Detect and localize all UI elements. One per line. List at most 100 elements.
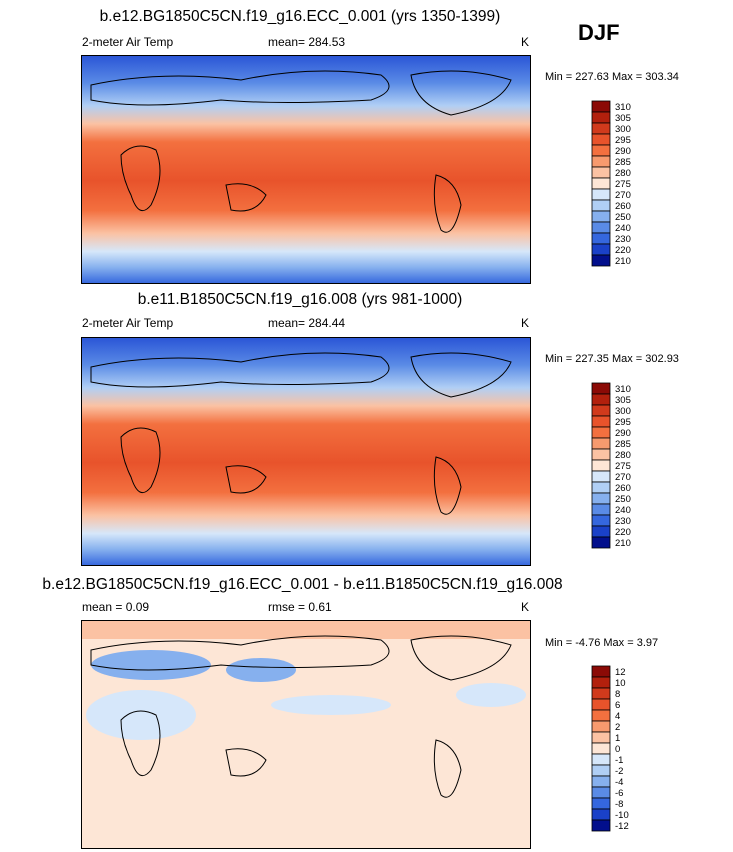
colorbar-box xyxy=(591,382,611,395)
colorbar-tick-label: 290 xyxy=(615,146,631,157)
colorbar-tick-label: 6 xyxy=(615,700,620,711)
colorbar-box xyxy=(591,797,611,810)
colorbar-tick-label: 280 xyxy=(615,168,631,179)
panel1-variable-label: 2-meter Air Temp xyxy=(82,35,174,49)
colorbar-box xyxy=(591,188,611,201)
colorbar-tick-label: -4 xyxy=(615,777,623,788)
colorbar-tick-label: 305 xyxy=(615,395,631,406)
colorbar-tick-label: 310 xyxy=(615,102,631,113)
colorbar-tick-label: 310 xyxy=(615,384,631,395)
colorbar-tick-label: 4 xyxy=(615,711,620,722)
colorbar-box xyxy=(591,459,611,472)
panel3-rmse-label: rmse = 0.61 xyxy=(268,600,332,614)
colorbar-tick-label: 2 xyxy=(615,722,620,733)
colorbar-box xyxy=(591,122,611,135)
colorbar-box xyxy=(591,144,611,157)
colorbar-box xyxy=(591,525,611,538)
colorbar-box xyxy=(591,133,611,146)
colorbar-tick-label: -10 xyxy=(615,810,629,821)
colorbar-box xyxy=(591,199,611,212)
colorbar-box xyxy=(591,393,611,406)
colorbar-box xyxy=(591,676,611,689)
colorbar-box xyxy=(591,155,611,168)
panel2-map xyxy=(81,337,531,566)
colorbar-tick-label: 240 xyxy=(615,505,631,516)
colorbar-tick-label: 220 xyxy=(615,527,631,538)
season-label: DJF xyxy=(578,20,620,45)
colorbar-tick-label: 295 xyxy=(615,417,631,428)
colorbar-tick-label: 270 xyxy=(615,190,631,201)
colorbar-tick-label: 275 xyxy=(615,461,631,472)
colorbar-tick-label: 220 xyxy=(615,245,631,256)
colorbar-tick-label: 300 xyxy=(615,124,631,135)
colorbar-tick-label: -12 xyxy=(615,821,629,832)
colorbar-tick-label: 290 xyxy=(615,428,631,439)
colorbar-box xyxy=(591,720,611,733)
colorbar-box xyxy=(591,731,611,744)
colorbar-tick-label: -2 xyxy=(615,766,623,777)
colorbar-tick-label: 250 xyxy=(615,212,631,223)
colorbar-tick-label: 10 xyxy=(615,678,626,689)
panel3-title: b.e12.BG1850C5CN.f19_g16.ECC_0.001 - b.e… xyxy=(42,576,563,593)
colorbar-box xyxy=(591,100,611,113)
colorbar-tick-label: 275 xyxy=(615,179,631,190)
colorbar-box xyxy=(591,665,611,678)
colorbar-box xyxy=(591,775,611,788)
colorbar-box xyxy=(591,764,611,777)
colorbar-box xyxy=(591,742,611,755)
colorbar-tick-label: 285 xyxy=(615,157,631,168)
panel1-minmax: Min = 227.63 Max = 303.34 xyxy=(545,71,679,83)
colorbar-box xyxy=(591,243,611,256)
colorbar-box xyxy=(591,437,611,450)
colorbar-tick-label: 210 xyxy=(615,538,631,549)
colorbar-box xyxy=(591,492,611,505)
panel3-units-label: K xyxy=(521,600,530,614)
panel3-map xyxy=(81,620,531,849)
panel3-mean-label: mean = 0.09 xyxy=(82,600,150,614)
colorbar-tick-label: 0 xyxy=(615,744,620,755)
colorbar-tick-label: 285 xyxy=(615,439,631,450)
colorbar-box xyxy=(591,111,611,124)
colorbar-tick-label: 300 xyxy=(615,406,631,417)
colorbar-box xyxy=(591,536,611,549)
colorbar-box xyxy=(591,177,611,190)
colorbar-box xyxy=(591,426,611,439)
colorbar-tick-label: 305 xyxy=(615,113,631,124)
colorbar-box xyxy=(591,210,611,223)
colorbar-box xyxy=(591,254,611,267)
panel1-units-label: K xyxy=(521,35,530,49)
colorbar-box xyxy=(591,808,611,821)
colorbar-tick-label: 12 xyxy=(615,667,626,678)
colorbar-box xyxy=(591,503,611,516)
colorbar-tick-label: -6 xyxy=(615,788,623,799)
colorbar-tick-label: 8 xyxy=(615,689,620,700)
panel2-units-label: K xyxy=(521,316,530,330)
colorbar-box xyxy=(591,753,611,766)
panel2-variable-label: 2-meter Air Temp xyxy=(82,316,174,330)
colorbar-box xyxy=(591,166,611,179)
colorbar-tick-label: 260 xyxy=(615,483,631,494)
colorbar-tick-label: 280 xyxy=(615,450,631,461)
colorbar-box xyxy=(591,514,611,527)
panel2-mean-label: mean= 284.44 xyxy=(268,316,346,330)
colorbar-tick-label: 240 xyxy=(615,223,631,234)
colorbar-box xyxy=(591,481,611,494)
colorbar-tick-label: -8 xyxy=(615,799,623,810)
colorbar-box xyxy=(591,687,611,700)
colorbar-tick-label: 270 xyxy=(615,472,631,483)
colorbar-tick-label: 260 xyxy=(615,201,631,212)
panel1-map xyxy=(81,55,531,284)
colorbar-tick-label: -1 xyxy=(615,755,623,766)
colorbar-box xyxy=(591,221,611,234)
panel1-mean-label: mean= 284.53 xyxy=(268,35,346,49)
colorbar-box xyxy=(591,448,611,461)
panel3-minmax: Min = -4.76 Max = 3.97 xyxy=(545,637,659,649)
colorbar-tick-label: 250 xyxy=(615,494,631,505)
colorbar-box xyxy=(591,232,611,245)
colorbar-box xyxy=(591,404,611,417)
panel1-title: b.e12.BG1850C5CN.f19_g16.ECC_0.001 (yrs … xyxy=(99,8,501,25)
colorbar-box xyxy=(591,819,611,832)
colorbar-tick-label: 1 xyxy=(615,733,620,744)
colorbar-box xyxy=(591,698,611,711)
